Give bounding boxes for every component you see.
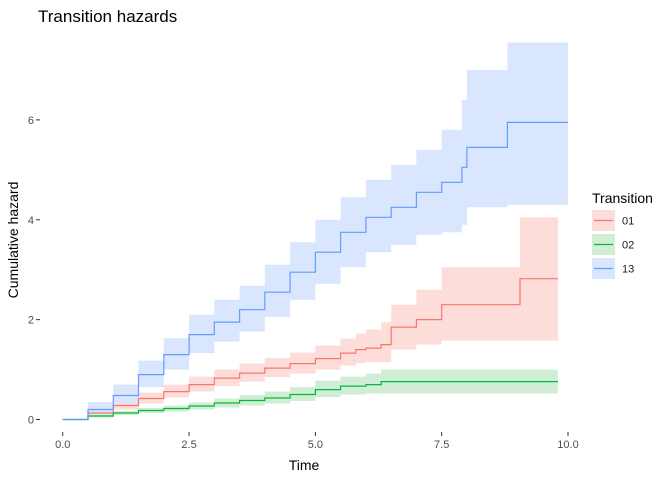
x-tick-label: 7.5 <box>434 439 449 451</box>
legend-item-02: 02 <box>592 234 634 255</box>
legend-label: 13 <box>622 264 634 276</box>
y-tick-label: 6 <box>28 115 34 127</box>
y-tick-label: 4 <box>28 215 34 227</box>
ribbon-13 <box>62 42 568 420</box>
series-line-01 <box>62 278 558 421</box>
ribbon-01 <box>62 217 558 420</box>
legend-label: 02 <box>622 240 634 252</box>
y-tick-label: 0 <box>28 415 34 427</box>
legend-title: Transition <box>592 190 653 206</box>
series-line-02 <box>62 381 558 421</box>
axes: 0.0 2.5 5.0 7.5 10.0 0 2 4 6 <box>28 115 579 451</box>
y-axis-title: Cumulative hazard <box>5 182 21 299</box>
x-tick-label: 10.0 <box>557 439 578 451</box>
x-axis-title: Time <box>289 457 320 473</box>
x-tick-label: 5.0 <box>308 439 323 451</box>
legend-item-13: 13 <box>592 258 634 279</box>
y-tick-label: 2 <box>28 315 34 327</box>
legend: Transition 01 02 13 <box>592 190 653 279</box>
legend-item-01: 01 <box>592 210 634 231</box>
chart-title: Transition hazards <box>38 7 177 26</box>
x-tick-label: 0.0 <box>55 439 70 451</box>
series-line-13 <box>62 121 568 421</box>
x-tick-label: 2.5 <box>181 439 196 451</box>
plot-area <box>62 42 568 421</box>
legend-label: 01 <box>622 216 634 228</box>
